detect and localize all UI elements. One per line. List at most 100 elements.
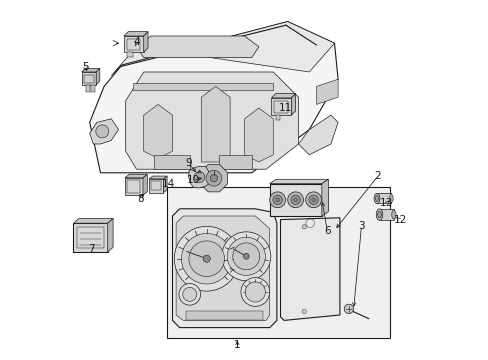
Circle shape <box>293 198 297 202</box>
Polygon shape <box>291 94 295 115</box>
Ellipse shape <box>391 210 395 219</box>
Circle shape <box>181 233 231 284</box>
Text: 6: 6 <box>324 226 330 236</box>
Circle shape <box>244 282 265 302</box>
Ellipse shape <box>375 195 378 201</box>
Text: 14: 14 <box>161 179 174 189</box>
Polygon shape <box>244 108 273 162</box>
Circle shape <box>243 253 249 259</box>
Text: 8: 8 <box>137 194 144 204</box>
Polygon shape <box>154 155 190 169</box>
Polygon shape <box>125 72 298 169</box>
Bar <box>77 227 104 248</box>
Polygon shape <box>143 32 148 52</box>
Circle shape <box>174 226 239 291</box>
Text: 9: 9 <box>185 158 192 168</box>
Polygon shape <box>269 184 321 216</box>
Text: 11: 11 <box>279 103 292 113</box>
Polygon shape <box>123 32 148 36</box>
Circle shape <box>183 287 196 301</box>
Bar <box>91 85 95 92</box>
Circle shape <box>308 195 318 204</box>
Polygon shape <box>163 176 167 193</box>
Polygon shape <box>219 155 251 169</box>
Polygon shape <box>111 22 334 76</box>
Polygon shape <box>89 22 337 173</box>
Polygon shape <box>73 219 113 223</box>
Circle shape <box>311 198 315 202</box>
Polygon shape <box>81 72 96 85</box>
Circle shape <box>287 192 303 208</box>
Circle shape <box>302 225 306 229</box>
Circle shape <box>179 284 200 305</box>
Text: 5: 5 <box>82 62 88 72</box>
Ellipse shape <box>373 193 379 203</box>
Circle shape <box>210 175 217 182</box>
Circle shape <box>222 232 270 281</box>
Bar <box>167 187 389 338</box>
Circle shape <box>302 309 306 314</box>
Polygon shape <box>200 165 227 192</box>
Text: 3: 3 <box>357 221 364 231</box>
Bar <box>275 115 280 120</box>
Polygon shape <box>89 119 118 144</box>
Circle shape <box>96 125 108 138</box>
Circle shape <box>205 170 222 186</box>
Bar <box>151 181 161 190</box>
Circle shape <box>272 195 282 204</box>
Polygon shape <box>269 179 328 184</box>
Circle shape <box>203 255 210 262</box>
Bar <box>273 101 288 113</box>
Text: 1: 1 <box>234 340 240 350</box>
Polygon shape <box>125 178 142 195</box>
Ellipse shape <box>375 209 382 220</box>
Circle shape <box>194 172 204 183</box>
Bar <box>127 52 133 57</box>
Ellipse shape <box>377 211 381 218</box>
Circle shape <box>290 195 300 204</box>
Bar <box>86 85 90 92</box>
Polygon shape <box>143 104 172 158</box>
Text: 2: 2 <box>374 171 380 181</box>
Polygon shape <box>376 193 390 203</box>
Polygon shape <box>73 223 107 252</box>
Bar <box>186 311 263 320</box>
Text: 4: 4 <box>133 37 140 48</box>
Polygon shape <box>379 209 393 220</box>
Polygon shape <box>280 218 339 320</box>
Bar <box>127 180 140 193</box>
Circle shape <box>344 304 353 314</box>
Polygon shape <box>96 68 100 85</box>
Polygon shape <box>316 79 337 104</box>
Circle shape <box>305 192 321 208</box>
Polygon shape <box>149 176 167 179</box>
Polygon shape <box>271 98 291 115</box>
Text: 7: 7 <box>88 244 95 254</box>
Polygon shape <box>125 174 147 178</box>
Circle shape <box>232 243 259 270</box>
Polygon shape <box>149 179 163 193</box>
Polygon shape <box>81 68 100 72</box>
Polygon shape <box>133 83 273 90</box>
Polygon shape <box>107 219 113 252</box>
Text: 13: 13 <box>379 198 392 208</box>
Polygon shape <box>176 216 269 320</box>
Circle shape <box>269 192 285 208</box>
Circle shape <box>241 278 269 306</box>
Bar <box>84 75 94 83</box>
Circle shape <box>188 241 224 276</box>
Ellipse shape <box>389 194 392 202</box>
Text: 12: 12 <box>392 215 406 225</box>
Polygon shape <box>271 94 295 98</box>
Polygon shape <box>142 174 147 195</box>
Polygon shape <box>172 209 276 328</box>
Polygon shape <box>123 36 143 52</box>
Polygon shape <box>136 36 258 58</box>
Text: 10: 10 <box>186 175 200 185</box>
Bar <box>126 39 140 50</box>
Polygon shape <box>321 179 328 216</box>
Polygon shape <box>201 86 230 162</box>
Circle shape <box>227 237 265 275</box>
Polygon shape <box>298 115 337 155</box>
Polygon shape <box>188 166 210 188</box>
